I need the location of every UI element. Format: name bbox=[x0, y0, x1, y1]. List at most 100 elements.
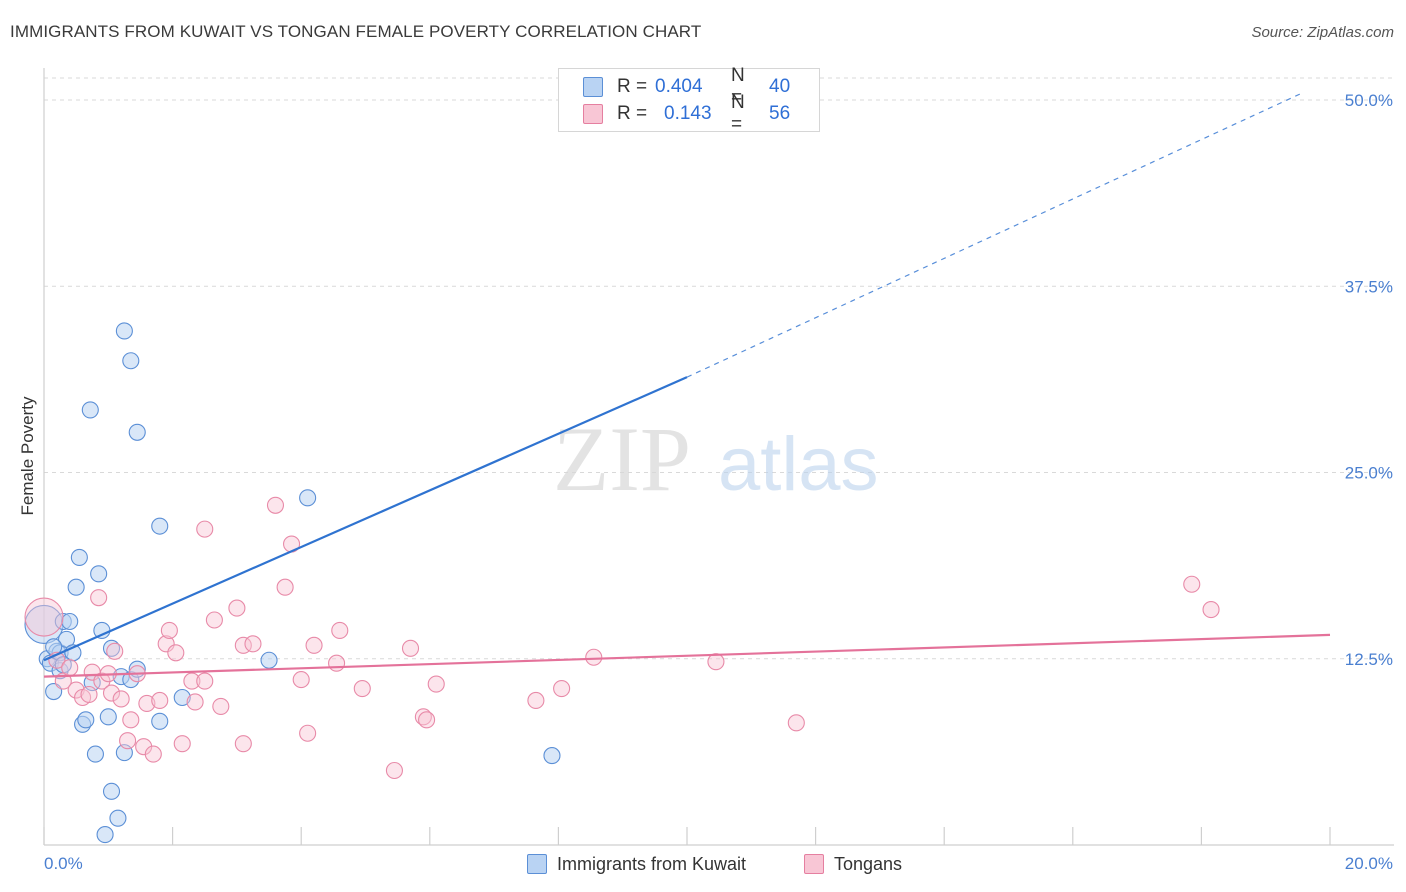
tongan-point bbox=[61, 659, 79, 677]
watermark-zip: ZIP bbox=[553, 408, 691, 510]
y-tick-label: 37.5% bbox=[1345, 277, 1393, 296]
legend-n-label: N = bbox=[731, 92, 745, 135]
legend-n-value: 40 bbox=[769, 76, 791, 97]
tongan-point bbox=[119, 732, 137, 750]
legend-label-tongans: Tongans bbox=[834, 853, 903, 874]
y-tick-label: 50.0% bbox=[1345, 91, 1393, 110]
tongan-point bbox=[106, 642, 124, 660]
x-tick-label: 20.0% bbox=[1345, 854, 1393, 873]
tongan-point bbox=[353, 679, 371, 698]
tongan-point bbox=[151, 691, 169, 710]
tongan-point bbox=[24, 597, 64, 637]
data-points bbox=[24, 322, 1220, 844]
trend-lines bbox=[43, 93, 1331, 678]
tongan-point bbox=[1202, 601, 1220, 619]
tongan-point bbox=[266, 496, 285, 514]
tongan-point bbox=[585, 648, 603, 666]
tongan-point bbox=[173, 735, 191, 753]
watermark: ZIP atlas bbox=[553, 408, 879, 510]
tongan-point bbox=[234, 735, 252, 753]
kuwait-point bbox=[543, 747, 561, 765]
legend-row-kuwait: R = 0.404 N = 40 bbox=[583, 65, 791, 108]
kuwait-point bbox=[45, 682, 63, 701]
tongan-point bbox=[90, 589, 108, 607]
legend-row-tongans: R = 0.143 N = 56 bbox=[583, 92, 791, 135]
tongan-point bbox=[228, 599, 246, 617]
kuwait-point bbox=[77, 711, 95, 729]
tongan-point bbox=[305, 636, 323, 654]
kuwait-trend-line bbox=[43, 376, 688, 662]
tongan-point bbox=[276, 578, 294, 596]
axes bbox=[43, 68, 1394, 846]
kuwait-point bbox=[81, 401, 99, 419]
kuwait-point bbox=[86, 745, 104, 763]
kuwait-point bbox=[151, 517, 169, 535]
tongan-point bbox=[401, 639, 420, 657]
tongan-point bbox=[414, 708, 432, 726]
tongan-point bbox=[160, 621, 178, 639]
tongan-point bbox=[183, 672, 201, 690]
legend-n-value: 56 bbox=[769, 103, 791, 124]
kuwait-point bbox=[99, 708, 117, 726]
kuwait-point bbox=[102, 782, 121, 800]
tongan-point bbox=[196, 672, 214, 690]
kuwait-point bbox=[70, 548, 88, 566]
legend-n-label: N = bbox=[731, 65, 745, 108]
tongan-point bbox=[418, 711, 436, 729]
legend-r-value: 0.143 bbox=[664, 103, 712, 124]
kuwait-point bbox=[109, 809, 127, 827]
tongan-point bbox=[122, 711, 140, 729]
tongan-point bbox=[292, 671, 310, 689]
x-tick-label: 0.0% bbox=[44, 854, 83, 873]
kuwait-point bbox=[96, 826, 114, 844]
tongan-point bbox=[1183, 575, 1201, 593]
kuwait-point bbox=[90, 565, 108, 583]
tongan-point bbox=[196, 520, 214, 538]
y-tick-label: 25.0% bbox=[1345, 464, 1393, 483]
kuwait-point bbox=[61, 612, 79, 631]
tongan-point bbox=[244, 635, 262, 653]
tongan-point bbox=[144, 745, 162, 763]
kuwait-point bbox=[115, 322, 133, 340]
tongan-point bbox=[787, 714, 805, 732]
bottom-legend-kuwait: Immigrants from Kuwait bbox=[527, 852, 746, 876]
tongan-point bbox=[707, 653, 725, 671]
legend-r-label: R = bbox=[617, 103, 648, 124]
tongan-point bbox=[212, 697, 230, 715]
kuwait-point bbox=[102, 639, 121, 657]
legend-swatch-pink bbox=[804, 854, 824, 874]
tongan-point bbox=[112, 690, 130, 708]
tongan-point bbox=[299, 724, 317, 742]
tongan-point bbox=[186, 693, 204, 711]
legend-r-value: 0.404 bbox=[655, 76, 703, 97]
tongan-point bbox=[80, 685, 98, 704]
kuwait-point bbox=[128, 423, 146, 441]
correlation-legend: R = 0.404 N = 40 R = 0.143 N = 56 bbox=[558, 65, 820, 135]
tongan-point bbox=[427, 675, 445, 693]
tongan-point bbox=[331, 621, 349, 639]
tongan-point bbox=[167, 644, 185, 662]
legend-swatch-pink bbox=[583, 104, 603, 124]
source-label: Source: ZipAtlas.com bbox=[1251, 24, 1394, 41]
legend-r-label: R = bbox=[617, 76, 648, 97]
tongan-point bbox=[328, 654, 346, 672]
tongan-point bbox=[553, 679, 571, 698]
tongan-point bbox=[385, 761, 403, 780]
tongan-point bbox=[102, 684, 121, 702]
y-tick-label: 12.5% bbox=[1345, 650, 1393, 669]
tongan-point bbox=[205, 611, 223, 629]
watermark-atlas: atlas bbox=[718, 422, 879, 507]
tongan-point bbox=[527, 691, 545, 710]
kuwait-point bbox=[151, 712, 169, 730]
legend-label-kuwait: Immigrants from Kuwait bbox=[557, 853, 747, 874]
kuwait-point bbox=[260, 651, 278, 669]
kuwait-trend-extension bbox=[686, 93, 1301, 378]
kuwait-point bbox=[173, 688, 191, 707]
kuwait-point bbox=[67, 578, 85, 596]
kuwait-point bbox=[299, 489, 317, 507]
kuwait-point bbox=[122, 352, 140, 370]
tongan-trend-line bbox=[43, 633, 1331, 678]
tick-labels: 12.5% 25.0% 37.5% 50.0% 0.0% 20.0% bbox=[44, 91, 1393, 873]
chart-title: IMMIGRANTS FROM KUWAIT VS TONGAN FEMALE … bbox=[10, 22, 702, 41]
